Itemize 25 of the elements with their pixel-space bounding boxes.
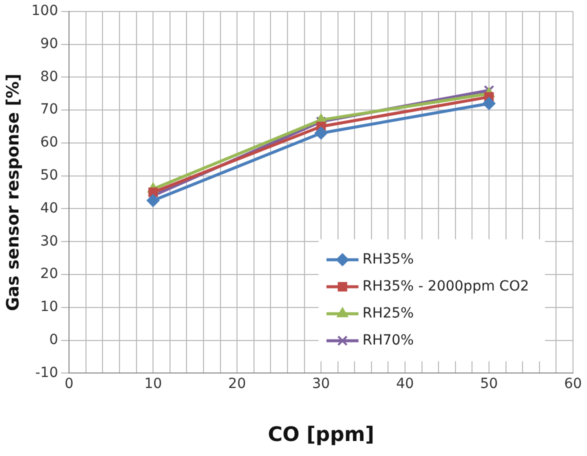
y-tick-label: 0	[49, 332, 58, 348]
y-tick-label: 20	[40, 266, 58, 282]
x-axis-title: CO [ppm]	[268, 422, 374, 446]
y-tick-label: 30	[40, 233, 58, 250]
y-tick-label: 60	[40, 134, 58, 151]
x-tick-label: 20	[228, 376, 246, 392]
y-tick-label: 40	[40, 200, 58, 216]
y-tick-label: 100	[31, 3, 58, 20]
legend-label: RH70%	[362, 332, 414, 348]
legend-label: RH35%	[362, 251, 414, 268]
y-tick-label: 10	[40, 299, 58, 316]
y-axis-title: Gas sensor response [%]	[4, 74, 24, 312]
x-tick-label: 10	[144, 376, 162, 392]
y-tick-label: -10	[35, 364, 58, 381]
x-tick-label: 30	[312, 376, 330, 392]
x-tick-label: 0	[64, 376, 74, 392]
x-tick-label: 40	[396, 376, 414, 392]
y-tick-label: 50	[40, 167, 58, 184]
y-tick-label: 90	[40, 36, 58, 52]
legend-label: RH35% - 2000ppm CO2	[362, 278, 530, 294]
legend-label: RH25%	[362, 305, 414, 322]
y-tick-label: 70	[40, 102, 58, 118]
y-tick-label: 80	[40, 68, 58, 85]
x-tick-label: 50	[480, 376, 498, 392]
x-tick-label: 60	[564, 376, 582, 392]
